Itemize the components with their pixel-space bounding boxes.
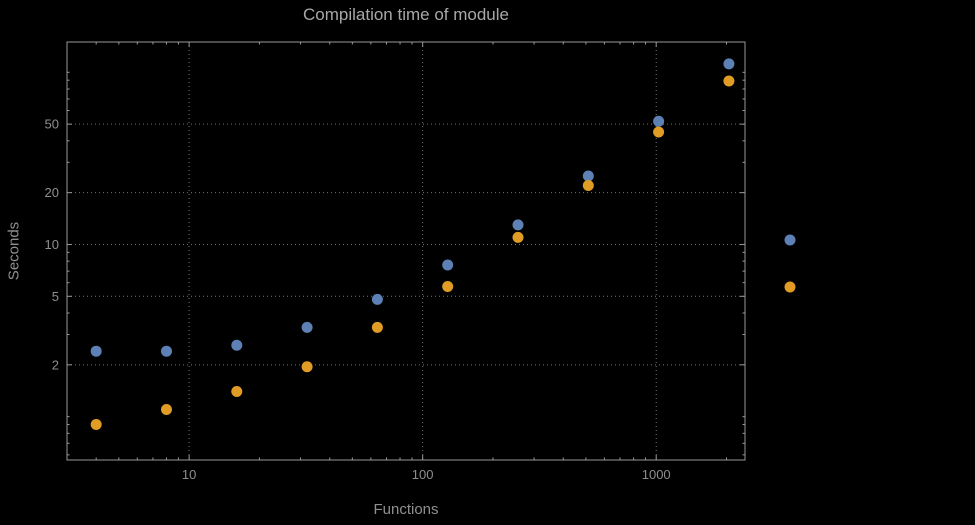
legend-marker [784,234,796,246]
data-point-series-orange [160,404,172,416]
y-tick-label: 5 [52,289,59,304]
y-tick-label: 2 [52,357,59,372]
data-point-series-blue [90,345,102,357]
x-tick-label: 10 [182,467,196,482]
data-point-series-orange [371,321,383,333]
data-point-series-blue [371,293,383,305]
data-point-series-blue [160,345,172,357]
data-point-series-orange [442,281,454,293]
data-point-series-orange [512,231,524,243]
data-point-series-orange [723,75,735,87]
plot-frame [66,41,746,461]
data-point-series-blue [231,339,243,351]
data-point-series-orange [653,126,665,138]
data-point-series-blue [653,115,665,127]
legend-marker [784,281,796,293]
data-point-series-orange [231,385,243,397]
data-point-series-blue [512,219,524,231]
y-tick-label: 50 [45,117,59,132]
y-axis-label: Seconds [5,221,23,281]
y-tick-label: 10 [45,237,59,252]
x-axis-label: Functions [373,501,439,518]
data-point-series-blue [582,170,594,182]
y-tick-label: 20 [45,185,59,200]
x-tick-label: 100 [412,467,434,482]
data-point-series-orange [582,180,594,192]
chart-title: Compilation time of module [303,5,509,24]
data-point-series-blue [442,259,454,271]
data-point-series-orange [90,419,102,431]
data-point-series-blue [723,58,735,70]
x-tick-label: 1000 [642,467,671,482]
data-point-series-orange [301,361,313,373]
data-point-series-blue [301,321,313,333]
